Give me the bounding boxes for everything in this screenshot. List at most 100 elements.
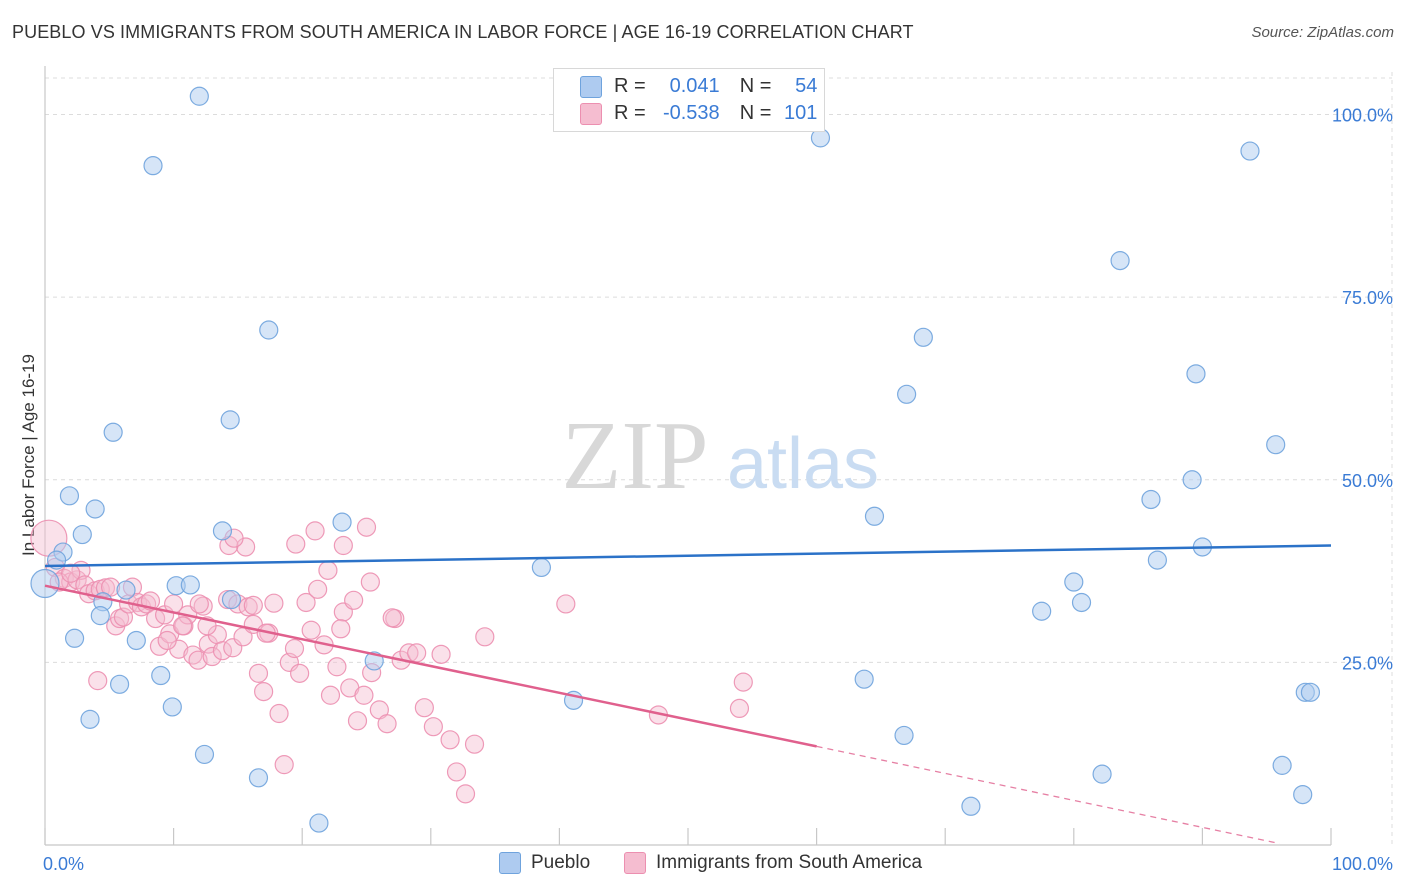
pueblo-point[interactable] — [1272, 755, 1292, 775]
pueblo-point[interactable] — [1186, 364, 1206, 384]
pueblo-point[interactable] — [864, 506, 885, 526]
immigrants-point[interactable] — [414, 698, 434, 718]
pueblo-point[interactable] — [221, 589, 242, 610]
pueblo-point[interactable] — [72, 524, 92, 545]
legend-n-value: 101 — [784, 102, 818, 124]
immigrants-point[interactable] — [284, 638, 305, 659]
pueblo-point[interactable] — [1064, 572, 1084, 592]
pueblo-point[interactable] — [80, 709, 100, 729]
immigrants-point[interactable] — [243, 595, 263, 616]
immigrants-point[interactable] — [254, 681, 274, 702]
pueblo-point[interactable] — [59, 486, 80, 506]
immigrants-point[interactable] — [173, 616, 193, 636]
immigrants-point[interactable] — [464, 734, 485, 754]
immigrants-point[interactable] — [61, 563, 81, 583]
pueblo-point[interactable] — [116, 580, 136, 600]
pueblo-point[interactable] — [85, 499, 105, 519]
pueblo-point[interactable] — [259, 320, 279, 340]
immigrants-point[interactable] — [440, 730, 460, 750]
immigrants-point[interactable] — [455, 784, 476, 804]
y-tick-label: 50.0% — [1342, 471, 1393, 491]
immigrants-point[interactable] — [290, 663, 310, 683]
pueblo-point[interactable] — [103, 422, 123, 442]
pueblo-point[interactable] — [894, 725, 914, 746]
immigrants-point[interactable] — [296, 592, 316, 613]
pueblo-point[interactable] — [1032, 601, 1052, 621]
pueblo-point[interactable] — [1240, 141, 1260, 161]
immigrants-point[interactable] — [305, 521, 325, 541]
pueblo-point[interactable] — [1266, 435, 1286, 455]
pueblo-point[interactable] — [1141, 489, 1161, 510]
immigrants-point[interactable] — [264, 593, 284, 613]
pueblo-point[interactable] — [143, 156, 163, 176]
immigrants-point[interactable] — [286, 534, 306, 554]
immigrants-point[interactable] — [333, 535, 353, 556]
immigrants-point[interactable] — [301, 620, 321, 640]
immigrants-point[interactable] — [183, 645, 203, 665]
pueblo-point[interactable] — [180, 575, 200, 595]
pueblo-point[interactable] — [162, 697, 182, 717]
immigrants-point[interactable] — [729, 698, 750, 719]
pueblo-point[interactable] — [1293, 784, 1313, 805]
immigrants-point[interactable] — [269, 703, 289, 724]
immigrants-point[interactable] — [556, 594, 576, 614]
immigrants-point[interactable] — [475, 627, 495, 647]
pueblo-point[interactable] — [189, 86, 209, 106]
pueblo-point[interactable] — [1300, 682, 1321, 702]
immigrants-point[interactable] — [188, 650, 208, 670]
immigrants-point[interactable] — [377, 714, 397, 734]
legend-item-immigrants[interactable]: Immigrants from South America — [624, 852, 922, 874]
immigrants-point[interactable] — [157, 630, 177, 651]
immigrants-swatch — [580, 102, 602, 125]
pueblo-point[interactable] — [332, 512, 352, 532]
immigrants-point[interactable] — [88, 671, 108, 691]
immigrants-point[interactable] — [318, 560, 338, 580]
immigrants-point[interactable] — [407, 643, 427, 663]
pueblo-point[interactable] — [109, 674, 130, 694]
immigrants-point[interactable] — [327, 657, 347, 677]
legend-r-value: -0.538 — [662, 102, 720, 124]
pueblo-point[interactable] — [1092, 764, 1112, 784]
immigrants-point[interactable] — [360, 572, 380, 592]
pueblo-point[interactable] — [913, 327, 933, 347]
pueblo-point[interactable] — [1182, 470, 1202, 490]
pueblo-point[interactable] — [90, 606, 110, 626]
immigrants-point[interactable] — [356, 517, 377, 537]
pueblo-point[interactable] — [897, 384, 917, 404]
pueblo-point[interactable] — [220, 410, 240, 430]
pueblo-point[interactable] — [1147, 550, 1167, 570]
pueblo-point[interactable] — [961, 796, 981, 816]
immigrants-point[interactable] — [320, 685, 341, 705]
y-tick-label: 100.0% — [1332, 106, 1393, 126]
pueblo-point[interactable] — [126, 630, 146, 651]
pueblo-point[interactable] — [212, 521, 233, 541]
immigrants-point[interactable] — [347, 711, 368, 731]
immigrants-point[interactable] — [354, 685, 374, 705]
immigrants-point[interactable] — [248, 663, 269, 683]
immigrants-point[interactable] — [149, 636, 170, 656]
immigrants-point[interactable] — [446, 762, 467, 782]
legend-item-pueblo[interactable]: Pueblo — [499, 852, 590, 874]
pueblo-trend-line — [44, 544, 1332, 568]
pueblo-point[interactable] — [194, 744, 215, 765]
immigrants-point[interactable] — [308, 579, 328, 599]
immigrants-point[interactable] — [431, 644, 451, 664]
immigrants-point[interactable] — [733, 672, 753, 692]
pueblo-point[interactable] — [854, 669, 874, 689]
immigrants-point[interactable] — [274, 755, 294, 775]
pueblo-point[interactable] — [1110, 251, 1130, 271]
immigrants-point[interactable] — [344, 590, 364, 610]
pueblo-point[interactable] — [1071, 592, 1092, 613]
immigrants-point[interactable] — [189, 594, 209, 614]
immigrants-point[interactable] — [423, 717, 443, 737]
pueblo-point[interactable] — [309, 813, 329, 833]
pueblo-point[interactable] — [30, 568, 60, 599]
immigrants-point[interactable] — [382, 608, 402, 628]
pueblo-point[interactable] — [248, 768, 269, 788]
immigrants-point[interactable] — [331, 619, 351, 639]
pueblo-point[interactable] — [64, 628, 85, 648]
pueblo-point[interactable] — [531, 557, 551, 578]
immigrants-point[interactable] — [202, 646, 222, 667]
pueblo-point[interactable] — [151, 665, 171, 686]
